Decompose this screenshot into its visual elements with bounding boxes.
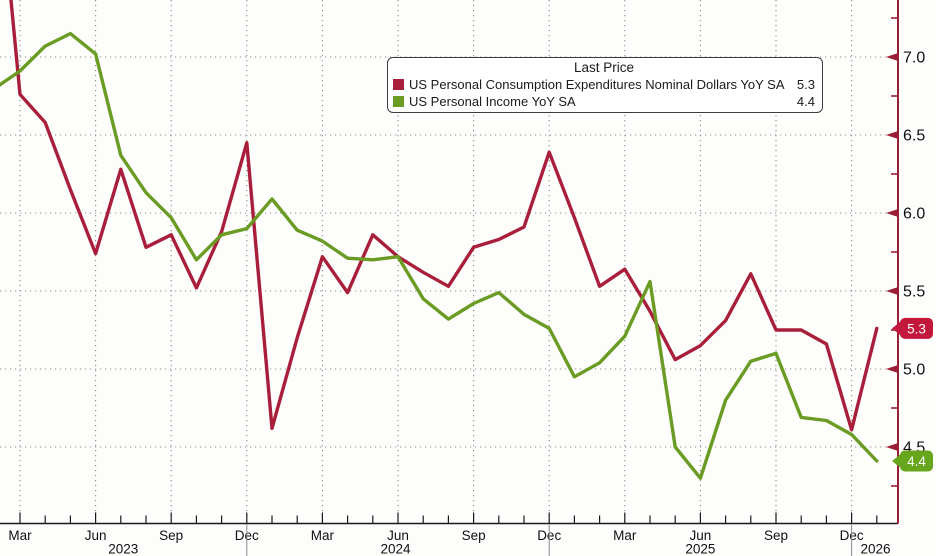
x-axis-month-label: Mar bbox=[8, 528, 32, 543]
y-axis-label: 5.5 bbox=[903, 284, 925, 301]
pce-line bbox=[9, 0, 879, 432]
legend-row-pce: US Personal Consumption Expenditures Nom… bbox=[393, 76, 815, 93]
x-axis-month-label: Sep bbox=[764, 528, 788, 543]
pce-series-swatch bbox=[393, 79, 404, 90]
y-axis-label: 5.0 bbox=[903, 362, 925, 379]
y-axis-tick-arrow-icon bbox=[886, 442, 899, 452]
x-axis-year-label: 2023 bbox=[108, 542, 138, 556]
legend-title: Last Price bbox=[573, 60, 635, 75]
svg-text:4.4: 4.4 bbox=[907, 454, 926, 469]
pce-last-price: 5.3 bbox=[796, 77, 815, 92]
svg-text:5.3: 5.3 bbox=[907, 321, 926, 336]
income-series-swatch bbox=[393, 96, 404, 107]
y-axis-label: 6.5 bbox=[903, 128, 925, 145]
x-axis-month-label: Sep bbox=[462, 528, 486, 543]
legend-row-income: US Personal Income YoY SA 4.4 bbox=[393, 93, 815, 110]
x-axis-year-label: 2024 bbox=[380, 542, 411, 556]
x-axis-year-label: 2025 bbox=[685, 542, 715, 556]
y-axis-tick-arrow-icon bbox=[886, 130, 899, 140]
pce-series-label: US Personal Consumption Expenditures Nom… bbox=[409, 77, 785, 92]
x-axis-month-label: Jun bbox=[387, 528, 409, 543]
x-axis-year-label: 2026 bbox=[860, 542, 890, 556]
last-price-badge-income: 4.4 bbox=[892, 450, 933, 472]
y-axis-tick-arrow-icon bbox=[886, 286, 899, 296]
income-line bbox=[0, 31, 879, 480]
income-last-price: 4.4 bbox=[796, 94, 815, 109]
y-axis-label: 7.0 bbox=[903, 50, 925, 67]
y-axis-label: 6.0 bbox=[903, 206, 925, 223]
y-axis-tick-arrow-icon bbox=[886, 364, 899, 374]
y-axis-tick-arrow-icon bbox=[886, 208, 899, 218]
x-axis-month-label: Sep bbox=[159, 528, 183, 543]
income-series-label: US Personal Income YoY SA bbox=[409, 94, 576, 109]
x-axis-month-label: Mar bbox=[311, 528, 335, 543]
x-axis-month-label: Mar bbox=[613, 528, 637, 543]
x-axis-month-label: Jun bbox=[85, 528, 107, 543]
x-axis-month-label: Jun bbox=[690, 528, 712, 543]
y-axis-tick-arrow-icon bbox=[886, 52, 899, 62]
last-price-badge-pce: 5.3 bbox=[892, 317, 933, 339]
legend-box: Last Price US Personal Consumption Expen… bbox=[387, 57, 823, 113]
